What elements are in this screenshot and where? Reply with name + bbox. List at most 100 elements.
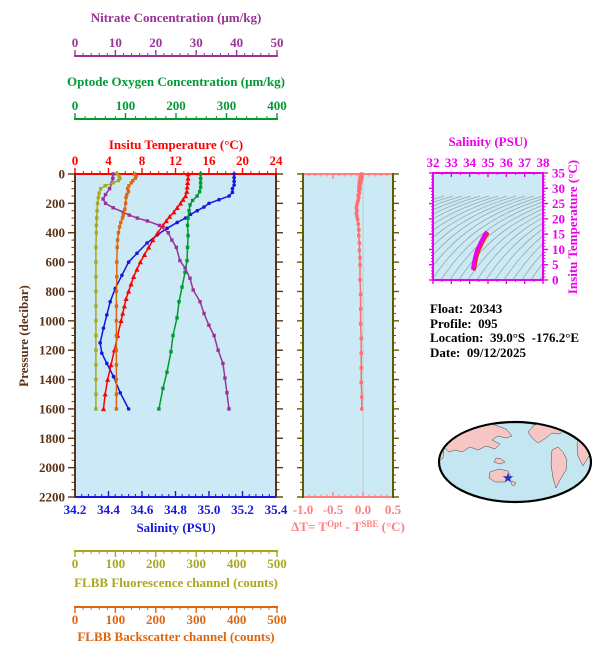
data-point	[161, 386, 165, 391]
map-outline	[437, 420, 593, 504]
data-point	[131, 274, 137, 279]
data-point	[171, 209, 177, 215]
data-point	[177, 200, 184, 206]
data-point	[357, 228, 361, 232]
data-point	[356, 222, 360, 226]
data-point	[359, 178, 363, 182]
data-point	[184, 184, 190, 190]
data-point	[146, 244, 152, 250]
tick-label: 34.8	[164, 502, 187, 517]
data-point	[202, 205, 206, 209]
data-point	[105, 361, 109, 366]
date-line: Date: 09/12/2025	[430, 344, 527, 360]
data-point	[188, 212, 193, 217]
data-point	[359, 351, 363, 355]
data-point	[117, 225, 122, 229]
tick-label: 30	[552, 181, 565, 196]
data-point	[94, 275, 98, 279]
data-point	[124, 195, 128, 200]
data-point	[178, 258, 182, 263]
data-point	[126, 288, 132, 294]
tick-label: 500	[267, 612, 287, 627]
data-point	[355, 214, 359, 219]
data-point	[126, 407, 131, 411]
tick-label: 800	[46, 284, 66, 299]
data-point	[133, 176, 137, 181]
data-point	[360, 395, 364, 399]
data-point	[358, 322, 363, 326]
landmass	[493, 457, 506, 465]
landmass	[562, 423, 573, 430]
data-point	[120, 216, 125, 220]
density-contour-line	[434, 195, 481, 214]
data-point	[165, 370, 169, 374]
data-point	[232, 172, 236, 176]
data-point	[94, 377, 98, 382]
float-id-line: Float: 20343	[430, 301, 503, 316]
tick-label: 400	[46, 225, 66, 240]
tick-label: 35.4	[265, 502, 288, 517]
data-point	[94, 348, 98, 352]
data-point	[195, 194, 199, 198]
tick-label: 0	[72, 153, 79, 168]
tick-label: 50	[271, 35, 284, 50]
data-point	[125, 192, 129, 197]
data-point	[114, 319, 119, 323]
delta-t-title-sup-sbe: SBE	[361, 519, 379, 529]
data-point	[95, 216, 99, 220]
tick-label: 5	[552, 257, 559, 272]
tick-label: 500	[267, 556, 287, 571]
data-point	[355, 200, 360, 204]
density-contour-line	[495, 229, 542, 279]
data-point	[145, 241, 149, 245]
data-point	[114, 289, 119, 294]
ts-plot-area	[433, 173, 543, 280]
data-point	[357, 241, 362, 245]
data-point	[111, 172, 115, 176]
tick-label: 2000	[39, 460, 65, 475]
density-contour-line	[434, 195, 463, 206]
data-point	[190, 198, 195, 203]
data-point	[207, 201, 211, 206]
data-point	[358, 255, 362, 260]
data-point	[105, 376, 111, 382]
data-point	[95, 209, 99, 213]
data-point	[166, 231, 170, 235]
tick-label: 38	[537, 155, 551, 170]
data-point	[182, 193, 189, 199]
data-point	[230, 186, 235, 191]
series-backscatter	[114, 172, 138, 411]
ts-profile-line	[471, 231, 488, 270]
tick-label: 10	[552, 242, 565, 257]
tick-label: 36	[500, 155, 514, 170]
tick-label: 1200	[39, 343, 65, 358]
density-contour-line	[434, 195, 499, 225]
density-contour-line	[513, 244, 542, 279]
tick-label: 0	[72, 98, 79, 113]
data-point	[360, 407, 364, 411]
data-point	[359, 380, 363, 385]
data-point	[94, 304, 98, 308]
data-point	[185, 223, 190, 228]
tick-label: 30	[190, 35, 203, 50]
series-nitrate	[101, 172, 231, 411]
data-point	[188, 276, 192, 280]
data-point	[188, 203, 192, 207]
data-point	[114, 333, 119, 338]
density-contour-line	[434, 195, 490, 219]
tick-label: 33	[445, 155, 459, 170]
data-point	[102, 391, 108, 397]
data-point	[115, 260, 119, 264]
data-point	[198, 172, 203, 176]
data-point	[94, 407, 98, 411]
data-point	[123, 207, 127, 211]
data-point	[127, 184, 131, 188]
data-point	[174, 245, 179, 250]
density-contour-line	[450, 205, 542, 279]
data-point	[357, 189, 361, 193]
data-point	[141, 252, 148, 257]
tick-label: 300	[217, 98, 237, 113]
data-point	[120, 273, 124, 278]
data-point	[118, 390, 123, 395]
